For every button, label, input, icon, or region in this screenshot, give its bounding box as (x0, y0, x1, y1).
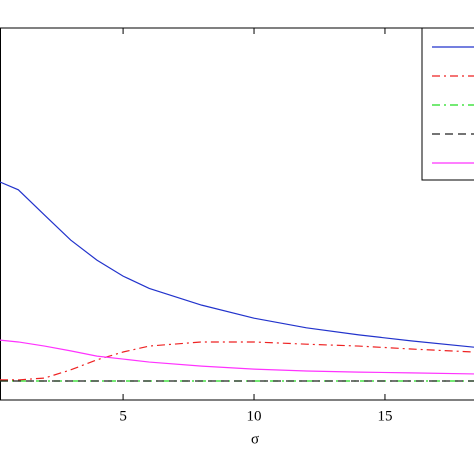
x-axis-label: σ (251, 431, 259, 447)
x-tick-label: 10 (247, 408, 262, 424)
x-tick-label: 5 (119, 408, 127, 424)
x-tick-label: 15 (377, 408, 392, 424)
series-line (0, 339, 474, 375)
series-line (0, 341, 474, 381)
plot-frame (0, 27, 474, 401)
series-line (0, 181, 474, 348)
legend-box (421, 27, 474, 181)
